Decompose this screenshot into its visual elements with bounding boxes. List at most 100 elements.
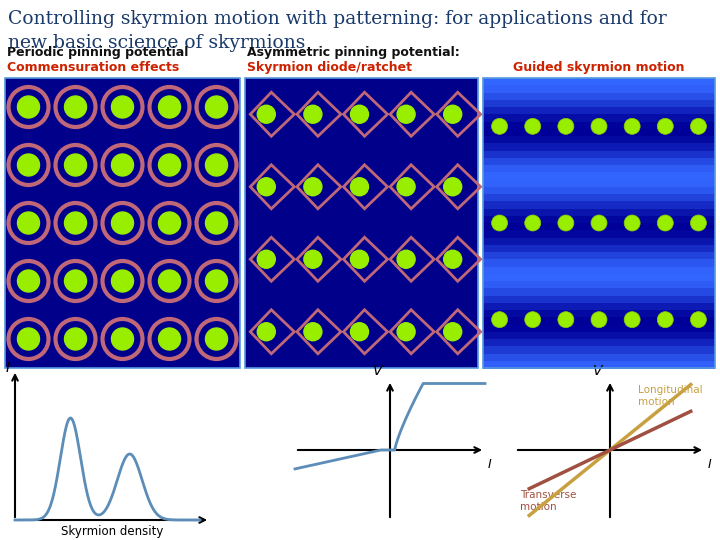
Circle shape xyxy=(257,250,275,268)
Bar xyxy=(483,245,715,253)
Bar xyxy=(483,201,715,210)
Text: Controlling skyrmion motion with patterning: for applications and for: Controlling skyrmion motion with pattern… xyxy=(8,10,667,28)
Bar xyxy=(483,274,715,282)
Bar xyxy=(483,92,715,101)
Bar xyxy=(483,143,715,152)
Circle shape xyxy=(351,178,369,195)
Circle shape xyxy=(112,270,133,292)
Bar xyxy=(483,267,715,275)
Bar xyxy=(5,78,240,368)
Circle shape xyxy=(624,215,640,231)
Circle shape xyxy=(65,328,86,350)
Bar xyxy=(483,361,715,369)
Circle shape xyxy=(17,328,40,350)
Bar xyxy=(483,332,715,340)
Text: Skyrmion diode/ratchet: Skyrmion diode/ratchet xyxy=(247,61,412,74)
Bar xyxy=(483,179,715,188)
Circle shape xyxy=(492,215,508,231)
Circle shape xyxy=(444,250,462,268)
Circle shape xyxy=(492,312,508,328)
Bar xyxy=(483,354,715,362)
Circle shape xyxy=(158,270,181,292)
Circle shape xyxy=(558,312,574,328)
Circle shape xyxy=(444,105,462,123)
Bar xyxy=(245,78,478,368)
Text: Commensuration effects: Commensuration effects xyxy=(7,61,179,74)
Text: Guided skyrmion motion: Guided skyrmion motion xyxy=(513,61,685,74)
Circle shape xyxy=(525,118,541,134)
Circle shape xyxy=(690,312,706,328)
Bar xyxy=(483,187,715,195)
Bar xyxy=(483,216,715,224)
Bar xyxy=(483,122,715,130)
Circle shape xyxy=(351,250,369,268)
Circle shape xyxy=(657,118,673,134)
Bar xyxy=(483,78,715,86)
Text: new basic science of skyrmions: new basic science of skyrmions xyxy=(8,34,305,52)
Circle shape xyxy=(112,212,133,234)
Circle shape xyxy=(304,250,322,268)
Circle shape xyxy=(158,328,181,350)
Circle shape xyxy=(558,118,574,134)
Circle shape xyxy=(444,323,462,341)
Bar xyxy=(483,303,715,311)
Circle shape xyxy=(624,312,640,328)
Circle shape xyxy=(591,118,607,134)
Bar xyxy=(483,158,715,166)
Circle shape xyxy=(257,323,275,341)
Text: Longitudinal
motion: Longitudinal motion xyxy=(638,385,703,407)
Bar xyxy=(483,129,715,137)
Bar xyxy=(483,317,715,326)
Circle shape xyxy=(257,105,275,123)
Circle shape xyxy=(304,323,322,341)
Bar xyxy=(483,310,715,318)
Bar xyxy=(483,259,715,267)
Circle shape xyxy=(624,118,640,134)
Circle shape xyxy=(65,270,86,292)
Circle shape xyxy=(158,96,181,118)
Bar xyxy=(483,252,715,260)
Circle shape xyxy=(65,154,86,176)
Circle shape xyxy=(65,96,86,118)
Circle shape xyxy=(17,96,40,118)
Bar xyxy=(483,288,715,296)
Bar xyxy=(483,85,715,93)
Text: V: V xyxy=(372,364,382,378)
Circle shape xyxy=(112,154,133,176)
Circle shape xyxy=(158,212,181,234)
Circle shape xyxy=(397,178,415,195)
Bar xyxy=(483,238,715,246)
Bar xyxy=(483,114,715,123)
Bar xyxy=(483,172,715,180)
Circle shape xyxy=(397,250,415,268)
Circle shape xyxy=(492,118,508,134)
Circle shape xyxy=(591,215,607,231)
Bar xyxy=(483,230,715,239)
Circle shape xyxy=(525,215,541,231)
Bar xyxy=(483,78,715,368)
Text: Transverse
motion: Transverse motion xyxy=(520,490,577,511)
Circle shape xyxy=(17,154,40,176)
Circle shape xyxy=(205,270,228,292)
Bar xyxy=(483,295,715,303)
Circle shape xyxy=(657,312,673,328)
Bar xyxy=(483,136,715,144)
Circle shape xyxy=(205,212,228,234)
Text: Periodic pinning potential: Periodic pinning potential xyxy=(7,46,189,59)
Bar xyxy=(483,339,715,347)
Text: I: I xyxy=(488,458,492,471)
Bar xyxy=(483,100,715,108)
Text: I: I xyxy=(708,458,712,471)
Circle shape xyxy=(351,105,369,123)
Bar xyxy=(483,151,715,159)
Circle shape xyxy=(17,212,40,234)
Bar xyxy=(483,107,715,115)
Bar xyxy=(483,325,715,333)
Circle shape xyxy=(690,215,706,231)
Circle shape xyxy=(304,178,322,195)
Text: I: I xyxy=(6,361,10,375)
Circle shape xyxy=(112,96,133,118)
Circle shape xyxy=(397,105,415,123)
Bar xyxy=(483,346,715,354)
Circle shape xyxy=(205,328,228,350)
